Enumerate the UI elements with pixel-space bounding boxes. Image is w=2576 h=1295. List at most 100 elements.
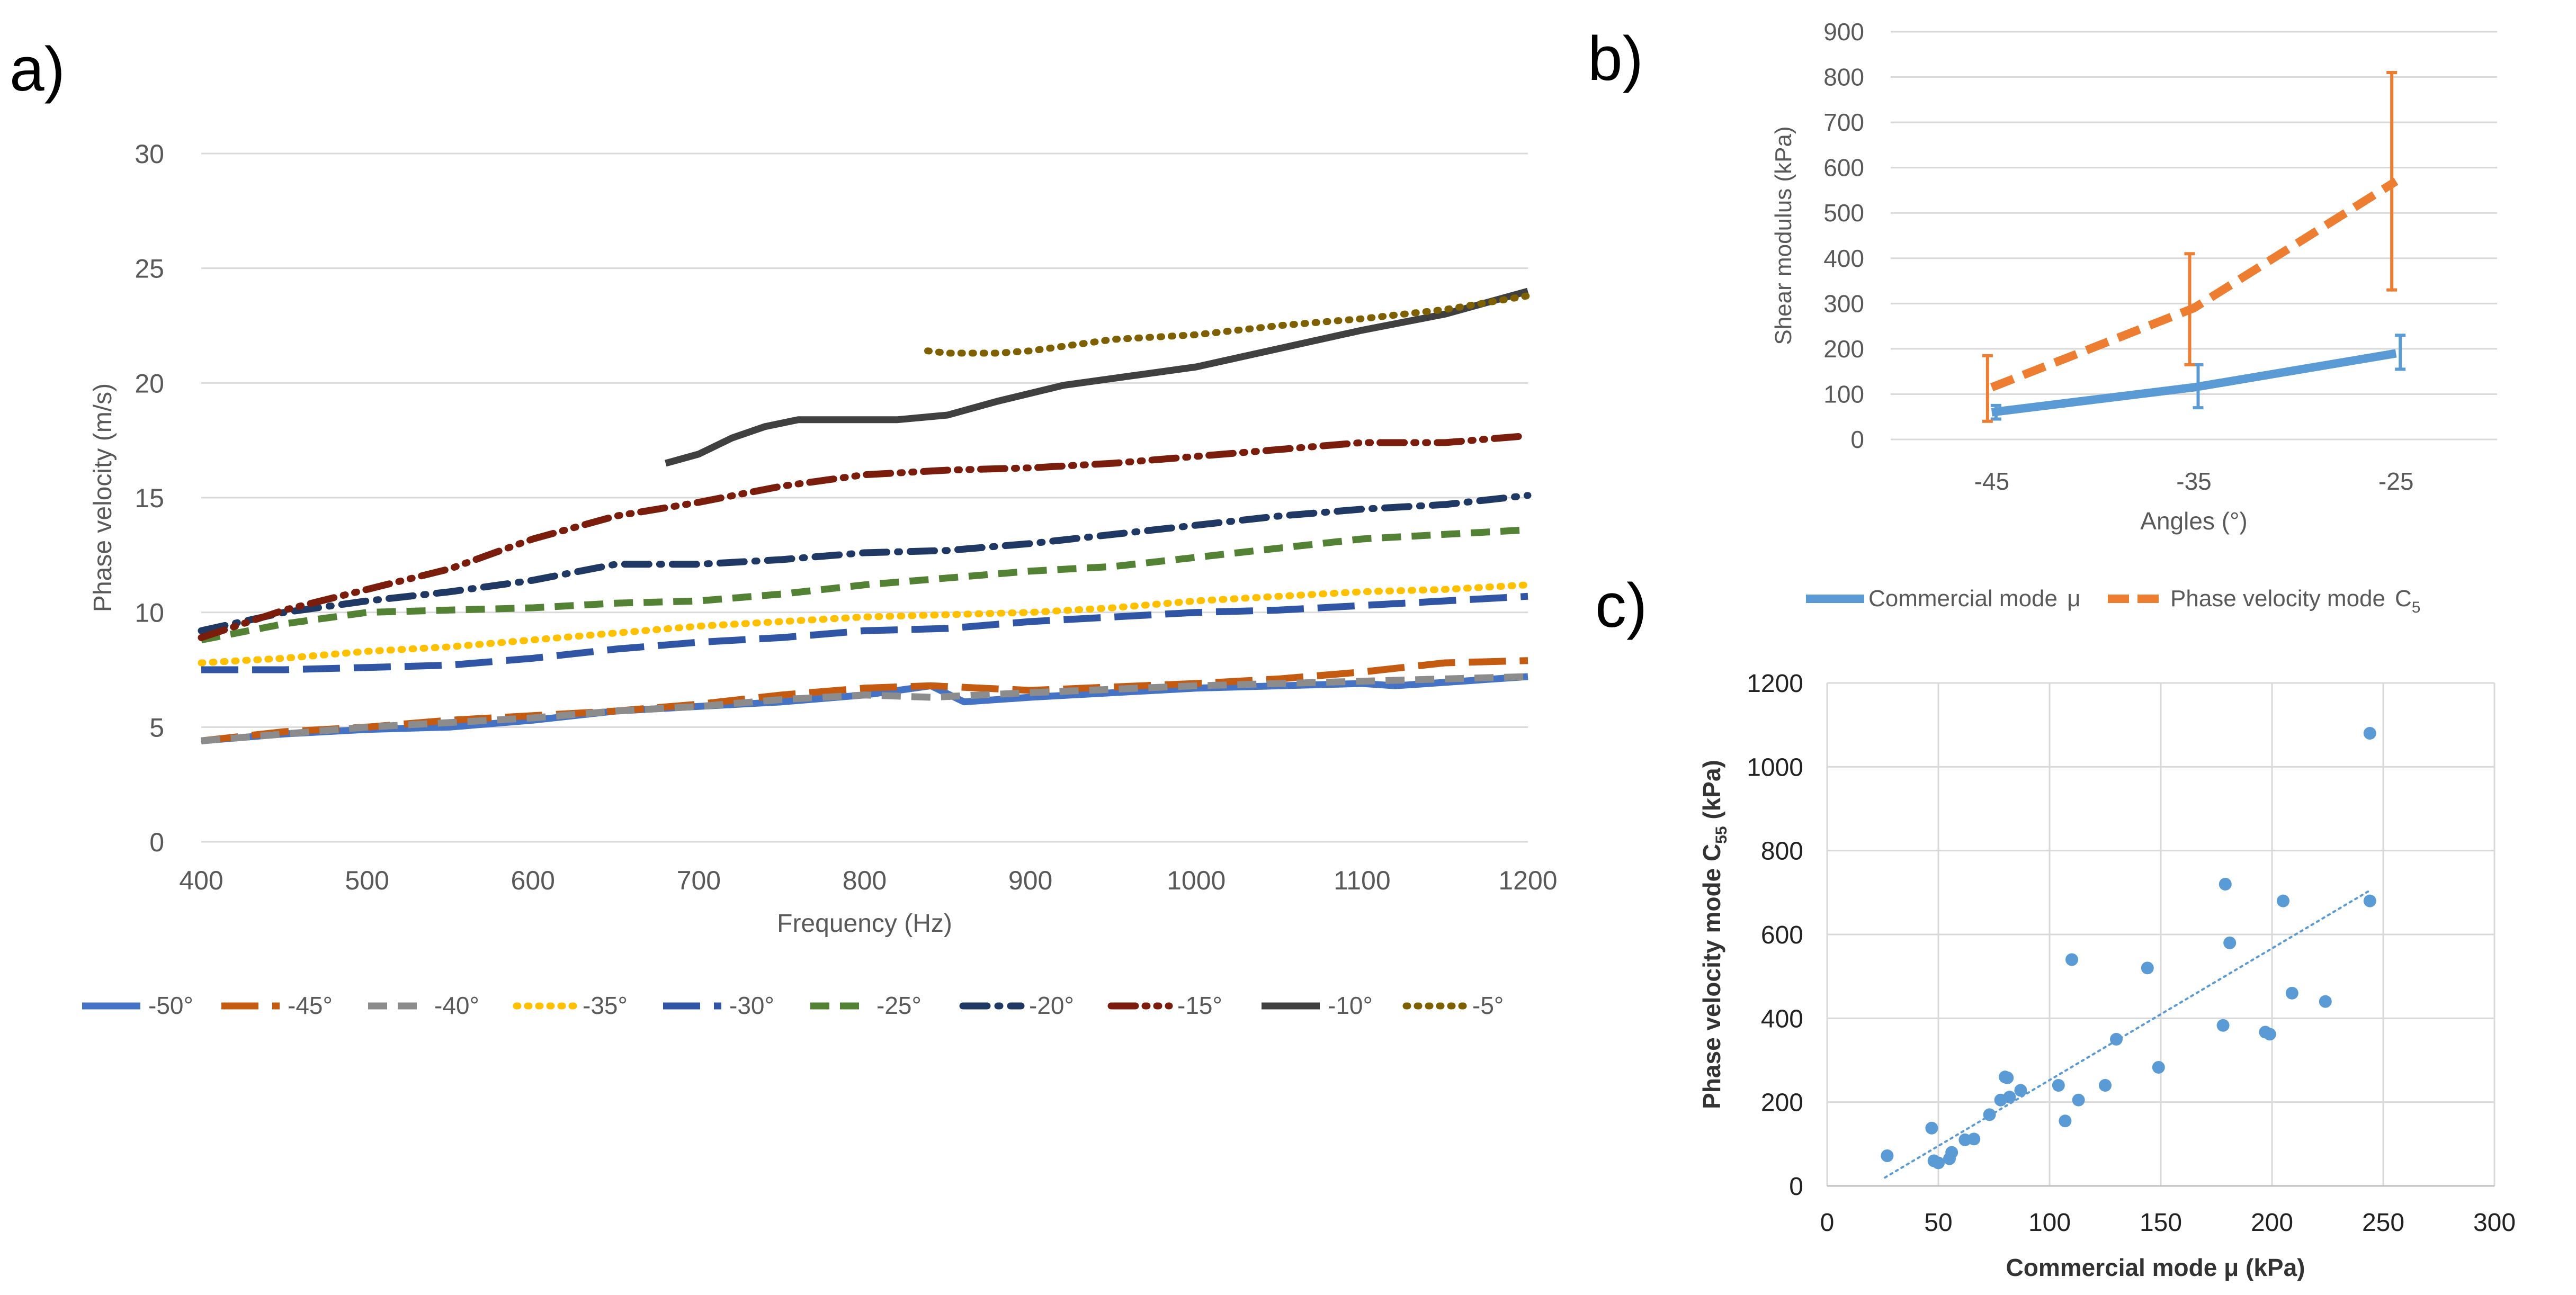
chart-a-legend-label-9: -5° (1472, 992, 1504, 1017)
chart-a-legend-label-4: -30° (729, 992, 774, 1017)
chart-a-series-line-6 (198, 492, 1532, 634)
chart-a-x-axis-title: Frequency (Hz) (777, 910, 952, 938)
chart-b-series-line-0 (1991, 349, 2397, 417)
chart-a-x-tick-label: 1000 (1167, 866, 1226, 895)
chart-c-point-3 (1932, 1156, 1945, 1170)
chart-b-y-tick-label: 100 (1823, 380, 1864, 408)
chart-a-series-line-8 (665, 287, 1529, 467)
chart-c-x-tick-label: 50 (1924, 1209, 1952, 1237)
chart-b-x-tick-label: -25 (2378, 467, 2413, 495)
chart-c-point-29 (2319, 995, 2332, 1008)
chart-c-x-tick-label: 150 (2140, 1209, 2182, 1237)
chart-c-point-20 (2141, 961, 2154, 975)
chart-c-point-1 (1925, 1121, 1938, 1135)
chart-c-point-30 (2363, 727, 2376, 740)
chart-c-x-tick-label: 200 (2251, 1209, 2293, 1237)
chart-b-x-tick-label: -45 (1974, 467, 2009, 495)
chart-c-y-tick-label: 1000 (1747, 753, 1803, 781)
chart-c-point-31 (2363, 894, 2376, 907)
chart-b-y-tick-label: 300 (1823, 290, 1864, 317)
chart-c-point-15 (2059, 1114, 2072, 1128)
chart-b-legend-label-0-symbol: μ (2067, 586, 2080, 611)
chart-c-point-22 (2216, 1019, 2230, 1032)
chart-b-x-tick-label: -35 (2176, 467, 2211, 495)
chart-c-point-8 (1983, 1108, 1996, 1121)
chart-c-point-11 (2001, 1071, 2014, 1084)
chart-c-point-18 (2099, 1079, 2112, 1092)
chart-c-y-tick-label: 400 (1761, 1005, 1803, 1033)
chart-b-legend-label-1-sub: 5 (2412, 599, 2421, 616)
chart-a-phase-velocity: 0 5 10 15 20 25 30 400 500 600 700 800 900 1000 1100 12… (82, 139, 1558, 1017)
chart-b-y-tick-label: 200 (1823, 335, 1864, 363)
chart-c-point-27 (2277, 894, 2289, 907)
chart-a-series-line-9 (924, 292, 1532, 357)
chart-b-shear-modulus: 0 100 200 300 400 500 600 700 800 900 -45 -35 -25 Ang… (1770, 18, 2497, 616)
panel-label-b: b) (1588, 24, 1643, 94)
chart-c-point-24 (2223, 936, 2237, 949)
chart-a-y-tick-label: 20 (135, 368, 164, 398)
chart-c-point-0 (1881, 1149, 1894, 1162)
chart-b-y-axis-title: Shear modulus (kPa) (1770, 126, 1796, 345)
chart-b-y-tick-label: 500 (1823, 199, 1864, 227)
chart-a-y-tick-label: 0 (149, 828, 164, 857)
chart-a-x-tick-label: 600 (511, 866, 555, 895)
chart-b-x-axis-title: Angles (°) (2140, 507, 2247, 535)
chart-a-x-tick-label: 800 (843, 866, 887, 895)
chart-c-point-14 (2052, 1079, 2065, 1092)
chart-c-x-tick-label: 0 (1820, 1209, 1835, 1237)
chart-a-y-tick-label: 30 (135, 139, 164, 169)
chart-c-y-tick-label: 1200 (1747, 670, 1803, 698)
chart-c-point-23 (2219, 878, 2232, 891)
chart-c-y-tick-label: 200 (1761, 1089, 1803, 1117)
chart-c-point-17 (2072, 1093, 2085, 1107)
chart-a-legend-label-0: -50° (148, 992, 193, 1017)
chart-a-y-tick-label: 25 (135, 254, 164, 284)
chart-c-y-tick-label: 0 (1789, 1173, 1803, 1201)
chart-a-legend-label-5: -25° (876, 992, 922, 1017)
panel-label-a: a) (10, 34, 65, 104)
chart-b-legend-label-1: Phase velocity mode C5 (2170, 586, 2420, 616)
chart-c-point-19 (2110, 1032, 2123, 1046)
chart-b-legend-label-1-name: Phase velocity mode (2170, 586, 2385, 611)
chart-c-trendline (1884, 889, 2371, 1179)
chart-b-y-tick-label: 400 (1823, 245, 1864, 272)
chart-b-legend-label-1-symbol: C (2395, 586, 2412, 611)
chart-a-x-tick-label: 1100 (1334, 866, 1391, 895)
chart-a-y-tick-label: 5 (149, 713, 164, 742)
chart-c-y-axis-title-prefix: Phase velocity mode C (1698, 844, 1725, 1109)
chart-c-x-tick-label: 300 (2473, 1209, 2516, 1237)
chart-c-x-tick-label: 250 (2362, 1209, 2404, 1237)
chart-a-x-tick-label: 700 (677, 866, 721, 895)
chart-c-point-26 (2263, 1028, 2276, 1041)
chart-a-series-line-5 (200, 526, 1528, 644)
chart-c-point-13 (2014, 1084, 2027, 1097)
chart-c-y-tick-label: 800 (1761, 838, 1803, 866)
chart-c-point-16 (2065, 953, 2078, 966)
chart-a-x-tick-label: 400 (179, 866, 223, 895)
chart-c-y-tick-label: 600 (1761, 921, 1803, 949)
chart-a-x-tick-label: 900 (1008, 866, 1052, 895)
chart-c-y-axis-title-sub: 55 (1713, 826, 1730, 843)
chart-a-series-line-7 (198, 432, 1532, 641)
chart-a-x-tick-label: 1200 (1498, 866, 1557, 895)
chart-c-point-21 (2152, 1060, 2165, 1074)
chart-b-legend-label-0-name: Commercial mode (1868, 586, 2058, 611)
chart-b-series-line-1 (1990, 177, 2399, 392)
chart-c-point-7 (1967, 1132, 1981, 1146)
chart-c-point-12 (2003, 1091, 2016, 1104)
chart-a-legend-label-2: -40° (434, 992, 479, 1017)
chart-a-y-axis-title: Phase velocity (m/s) (89, 383, 117, 612)
chart-a-series-line-4 (201, 592, 1528, 673)
chart-a-legend-label-1: -45° (288, 992, 333, 1017)
chart-a-series-line-2 (201, 673, 1528, 744)
panel-label-c: c) (1595, 571, 1648, 641)
chart-c-correlation: 0 200 400 600 800 1000 1200 0 50 100 150 200 250 300 C… (1698, 670, 2516, 1281)
chart-c-x-tick-label: 100 (2028, 1209, 2071, 1237)
chart-b-y-tick-label: 900 (1823, 18, 1864, 46)
chart-a-legend-label-6: -20° (1029, 992, 1074, 1017)
chart-a-legend-label-7: -15° (1177, 992, 1222, 1017)
chart-c-y-axis-title: Phase velocity mode C55 (kPa) (1698, 760, 1730, 1109)
chart-c-point-28 (2285, 986, 2298, 1000)
chart-a-y-tick-label: 15 (135, 483, 164, 513)
